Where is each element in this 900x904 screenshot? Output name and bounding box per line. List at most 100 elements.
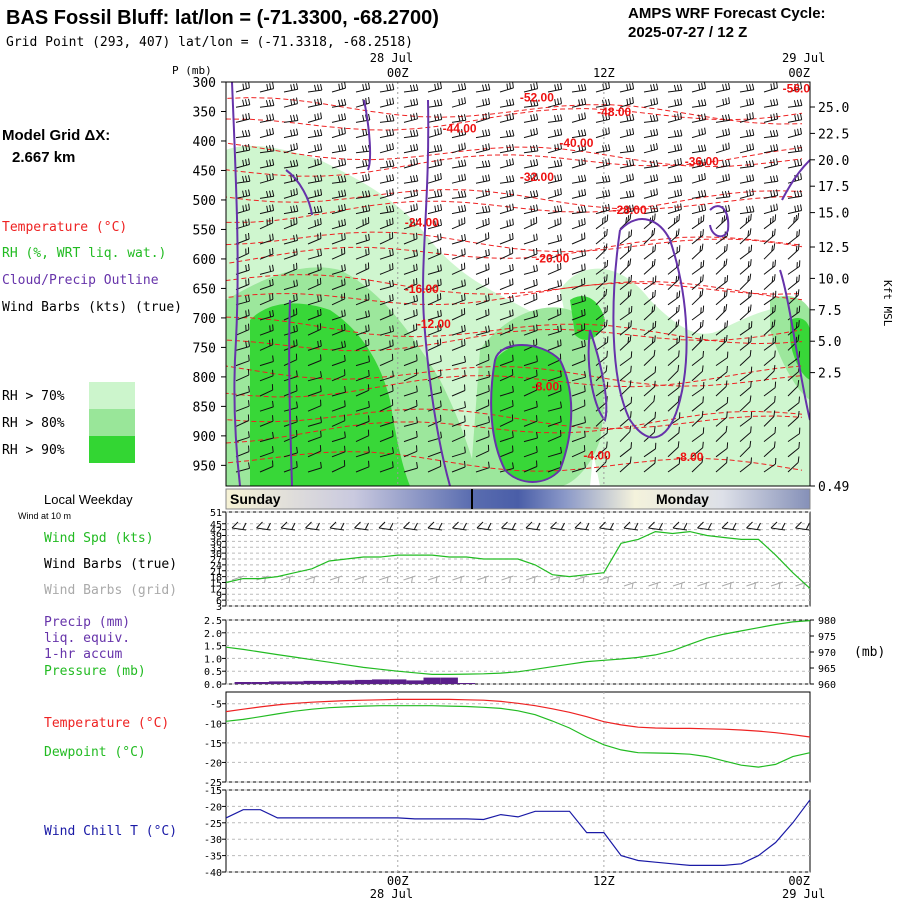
wind-barb — [595, 228, 608, 245]
wind-barb — [763, 305, 776, 321]
temperature-contour-5 — [226, 189, 803, 210]
wind-barb — [667, 228, 680, 245]
wind-barb — [643, 143, 658, 154]
wind-barb — [451, 83, 467, 93]
wind-barb — [235, 98, 251, 108]
wind-barb — [571, 430, 586, 443]
wind-barb — [379, 205, 395, 215]
wind-barb — [763, 98, 779, 108]
wind-barb — [403, 143, 419, 154]
wind-barb — [331, 158, 347, 169]
wind-barb — [451, 293, 466, 306]
wind-barb — [427, 144, 443, 154]
wind-barb — [427, 189, 443, 199]
wind-barb — [571, 232, 586, 245]
wind-barb — [499, 232, 514, 245]
wind-barb — [523, 431, 538, 443]
wind-barb — [499, 278, 514, 291]
chill-panel-ytick-label: -40 — [204, 868, 222, 879]
wind-barb — [619, 243, 632, 260]
wind-barb — [523, 144, 539, 154]
wind-barb — [691, 82, 706, 93]
grid-wind-barb — [721, 581, 735, 590]
wind-barb — [403, 354, 418, 367]
wind-barb — [355, 204, 371, 215]
wind-barb — [691, 456, 704, 473]
wind-barb — [619, 190, 635, 199]
wind-barb — [643, 174, 659, 184]
wind-barb — [427, 127, 442, 139]
wind-barb — [595, 214, 609, 230]
dewpoint-line — [225, 705, 811, 768]
wind-barb — [523, 293, 538, 306]
wind-panel-ytick-label: 21 — [210, 567, 222, 578]
wind-barb — [331, 431, 346, 443]
wind-barb — [307, 416, 322, 427]
wind-barb — [307, 445, 322, 458]
wind-barb — [739, 188, 754, 199]
wind-barb — [523, 247, 538, 260]
wind-barb — [427, 204, 443, 215]
pressure-ytick-label: 965 — [818, 664, 836, 675]
wind-barb — [763, 228, 776, 245]
wind-barb — [307, 399, 322, 412]
wind-barb — [403, 430, 418, 443]
wind-barb — [355, 324, 370, 336]
wind-barb — [595, 189, 611, 199]
wind-barb — [571, 308, 586, 321]
wind-barb — [739, 395, 752, 412]
wind-barb — [283, 248, 298, 260]
bottom-end-date-label: 29 Jul — [782, 887, 825, 900]
wind-barb — [331, 264, 346, 275]
wind-barb — [427, 113, 443, 123]
wind-barb — [379, 128, 395, 139]
wind-barb — [403, 203, 418, 215]
wind-barb — [691, 144, 707, 154]
wind-barb — [403, 129, 419, 139]
wind-barb — [715, 334, 728, 351]
wind-barb — [787, 243, 800, 260]
bottom-tick-label: 00Z — [788, 874, 810, 888]
wind-barb — [547, 308, 562, 321]
temperature-panel: -5 -10 -15 -20 -25 — [204, 691, 811, 789]
wind-barb — [571, 399, 586, 412]
wind-barb — [595, 158, 611, 169]
wind-barb — [307, 218, 322, 230]
wind-barb — [331, 203, 346, 215]
temperature-contour-10 — [226, 282, 803, 306]
wind-barb — [403, 98, 419, 108]
wind-barb — [427, 219, 442, 230]
wind-barb — [812, 83, 826, 92]
wind-barb — [283, 174, 299, 184]
rh-legend-label-3: RH > 90% — [2, 443, 65, 458]
wind-barb — [451, 204, 467, 215]
wind-barb — [715, 97, 730, 108]
precip-liq-label: liq. equiv. — [44, 631, 130, 646]
precip-panel-ytick-label: 0.0 — [204, 680, 222, 691]
wind-barb — [547, 384, 562, 397]
wind-barb — [715, 173, 731, 184]
precip-panel-frame — [225, 619, 811, 685]
forecast-cycle-value: 2025-07-27 / 12 Z — [628, 24, 747, 41]
temperature-contour-label: -8.00 — [532, 379, 560, 393]
wind-barb — [547, 159, 563, 169]
wind-barb — [691, 350, 704, 366]
precip-bar — [268, 681, 287, 684]
wind-barb — [331, 340, 346, 351]
wind-barb — [715, 114, 731, 123]
wind-barb — [499, 295, 514, 306]
wind-barb — [355, 429, 370, 443]
wind-barb — [547, 114, 563, 123]
rh-shade-9 — [570, 296, 605, 340]
wind-barb — [547, 279, 562, 291]
wind-barb — [787, 380, 800, 397]
wind-barb — [812, 143, 826, 153]
wind-barb — [355, 415, 370, 427]
grid-wind-barb — [770, 581, 784, 590]
precip-bar — [303, 680, 321, 684]
wind-barb — [403, 309, 418, 321]
wind-barb — [787, 190, 803, 199]
wind-barb — [523, 159, 539, 169]
wind-barb — [763, 214, 777, 230]
